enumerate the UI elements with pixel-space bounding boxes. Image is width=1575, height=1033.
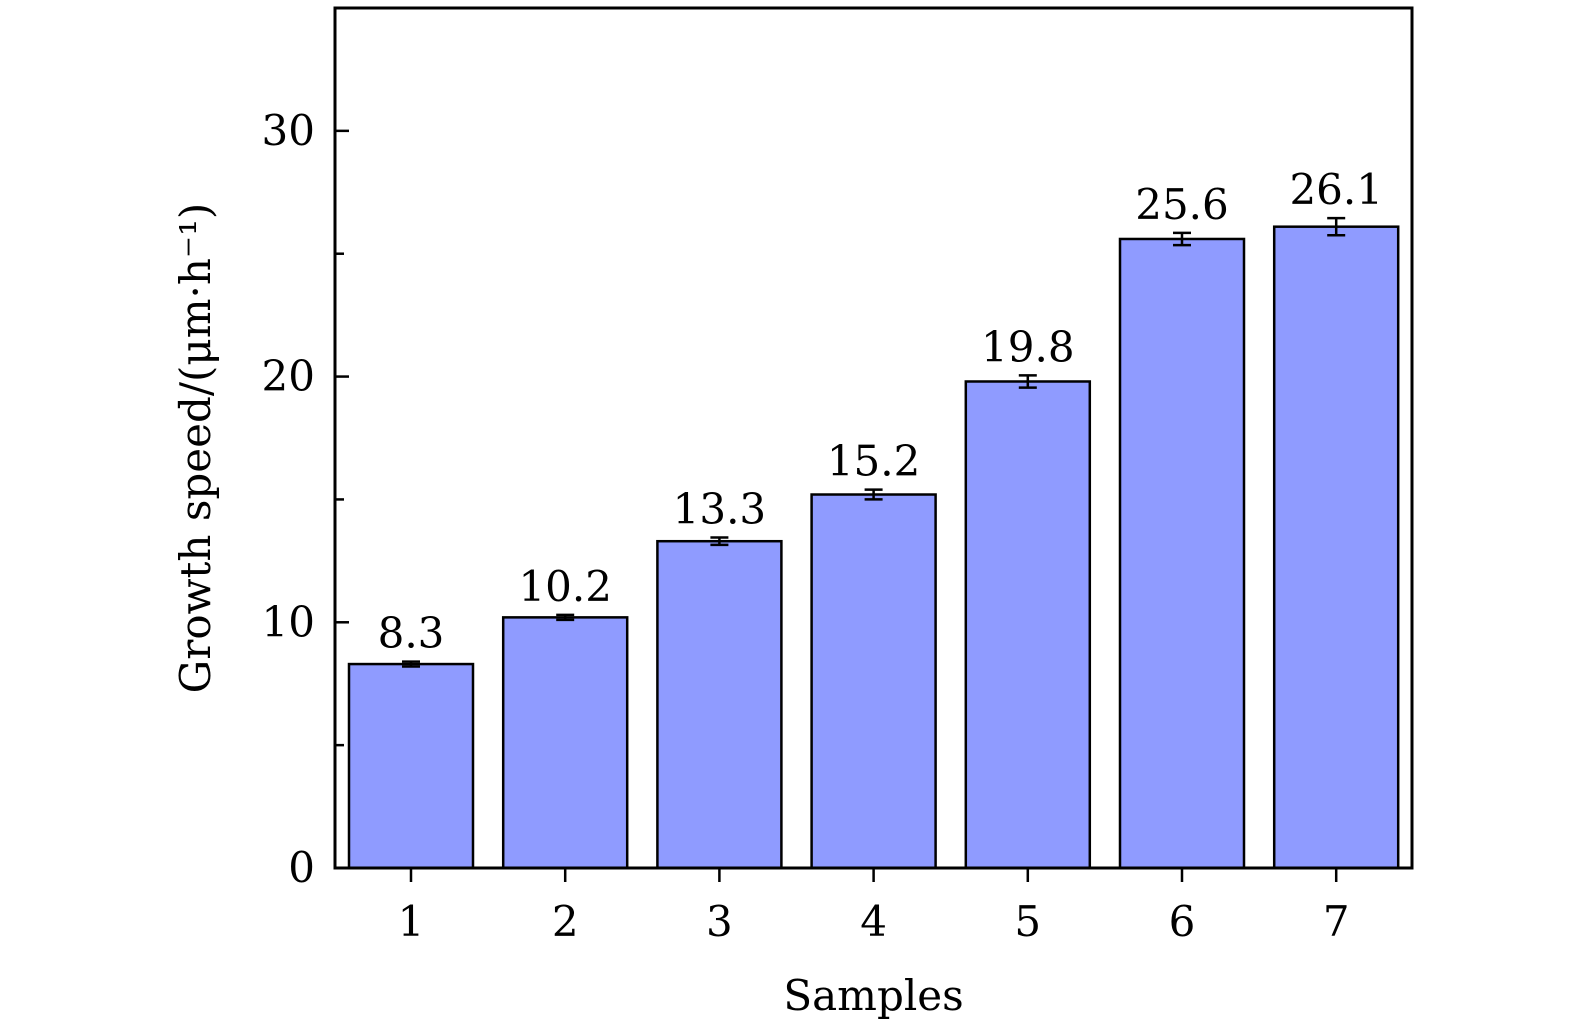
bar-4 <box>810 493 937 870</box>
data-label-4: 15.2 <box>827 437 921 486</box>
bar-1 <box>347 662 475 870</box>
error-bar-6 <box>1173 231 1191 247</box>
error-bar-4 <box>864 488 883 501</box>
data-label-6: 25.6 <box>1135 180 1229 229</box>
data-label-1: 8.3 <box>378 609 445 658</box>
bar-2 <box>501 616 629 870</box>
error-bar-1 <box>402 660 420 668</box>
y-axis: 0 10 20 30 <box>262 106 349 892</box>
y-tick-label-10: 10 <box>262 597 315 646</box>
y-axis-label: Growth speed/(μm·h⁻¹) <box>171 203 220 694</box>
x-tick-label-3: 3 <box>706 897 733 946</box>
data-labels: 8.3 10.2 13.3 15.2 19.8 25.6 26.1 <box>378 165 1383 658</box>
bars <box>347 225 1400 870</box>
bar-6 <box>1118 237 1246 870</box>
x-tick-label-5: 5 <box>1014 897 1041 946</box>
error-bars <box>402 216 1346 668</box>
bar-3 <box>656 539 783 870</box>
error-bar-2 <box>556 613 575 622</box>
y-tick-label-0: 0 <box>288 843 315 892</box>
x-tick-label-1: 1 <box>398 897 425 946</box>
bar-5 <box>964 380 1092 870</box>
x-tick-label-2: 2 <box>552 897 579 946</box>
x-axis-label: Samples <box>783 971 963 1020</box>
data-label-5: 19.8 <box>981 322 1075 371</box>
x-tick-label-7: 7 <box>1323 897 1350 946</box>
error-bar-3 <box>710 536 729 547</box>
y-tick-label-30: 30 <box>262 106 315 155</box>
y-tick-label-20: 20 <box>262 352 315 401</box>
data-label-7: 26.1 <box>1289 165 1383 214</box>
data-label-2: 10.2 <box>518 562 612 611</box>
data-label-3: 13.3 <box>673 485 767 534</box>
x-tick-label-6: 6 <box>1169 897 1196 946</box>
error-bar-5 <box>1018 374 1037 389</box>
error-bar-7 <box>1327 216 1346 237</box>
x-axis: 1 2 3 4 5 6 7 <box>398 868 1350 946</box>
bar-7 <box>1272 225 1400 870</box>
x-tick-label-4: 4 <box>860 897 887 946</box>
